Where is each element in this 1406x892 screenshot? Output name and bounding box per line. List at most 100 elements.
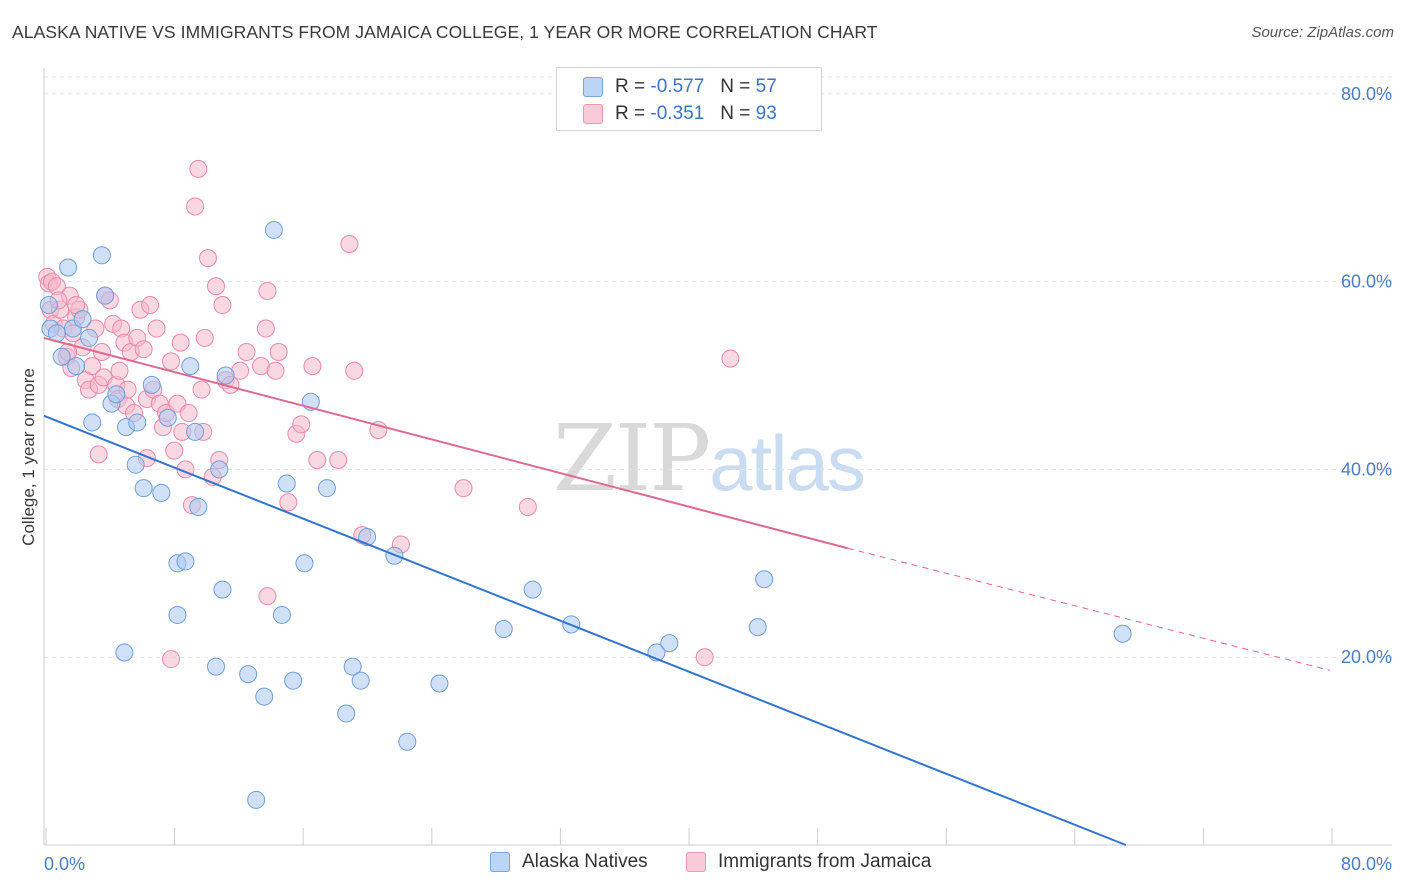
jamaica-point <box>171 333 190 352</box>
alaska-point <box>92 246 111 265</box>
alaska-point <box>52 347 71 366</box>
alaska-point <box>247 790 266 809</box>
alaska-point <box>358 528 377 546</box>
y-tick-label: 40.0% <box>1341 459 1392 479</box>
series-swatch-blue <box>490 852 510 872</box>
y-tick-label: 20.0% <box>1341 647 1392 667</box>
alaska-point <box>494 620 513 639</box>
alaska-point <box>168 605 187 624</box>
jamaica-point <box>340 235 359 254</box>
x-tick-label: 80.0% <box>1341 854 1392 874</box>
alaska-point <box>255 687 274 706</box>
alaska-point <box>343 657 362 676</box>
jamaica-point <box>258 587 277 606</box>
jamaica-point <box>266 361 285 380</box>
jamaica-point <box>147 319 166 338</box>
jamaica-point <box>345 361 364 380</box>
alaska-point <box>216 366 235 385</box>
legend-swatch-blue <box>583 77 603 97</box>
alaska-point <box>337 704 356 723</box>
alaska-point <box>96 286 115 305</box>
alaska-point <box>67 357 86 376</box>
series-legend-jamaica: Immigrants from Jamaica <box>686 851 931 873</box>
axes <box>43 68 1392 846</box>
alaska-point <box>351 671 370 690</box>
jamaica-point <box>134 340 153 359</box>
chart-title: ALASKA NATIVE VS IMMIGRANTS FROM JAMAICA… <box>12 22 878 42</box>
legend-row-alaska: R = -0.577 N = 57 <box>583 75 777 99</box>
series-name-jamaica: Immigrants from Jamaica <box>718 851 932 872</box>
alaska-point <box>39 296 58 315</box>
alaska-trend-line <box>43 414 1127 846</box>
alaska-point <box>142 375 161 394</box>
alaska-point <box>186 422 205 441</box>
alaska-point <box>115 643 134 662</box>
jamaica-point <box>213 296 232 315</box>
jamaica-point <box>279 493 298 512</box>
tick-labels: 20.0% 40.0% 60.0% 80.0% 0.0% 80.0% <box>44 84 1392 874</box>
alaska-point <box>107 385 126 404</box>
jamaica-point <box>192 380 211 399</box>
legend-n-value: 57 <box>755 76 777 97</box>
jamaica-point <box>237 343 256 362</box>
jamaica-point <box>89 445 108 464</box>
jamaica-point <box>256 319 275 338</box>
alaska-point <box>152 483 171 502</box>
jamaica-point <box>161 650 180 669</box>
alaska-point <box>59 258 78 277</box>
alaska-points <box>39 220 1132 809</box>
alaska-point <box>272 605 291 624</box>
jamaica-point <box>189 159 208 178</box>
alaska-point <box>126 455 145 474</box>
alaska-point <box>748 618 767 637</box>
legend-r-label: R = <box>615 76 646 97</box>
legend-r-value: -0.351 <box>650 103 705 124</box>
jamaica-trend-extension <box>847 547 1331 671</box>
alaska-point <box>213 580 232 599</box>
alaska-point <box>80 328 99 347</box>
jamaica-point <box>198 249 217 268</box>
jamaica-point <box>269 343 288 362</box>
x-tick-label: 0.0% <box>44 854 85 874</box>
jamaica-points <box>38 159 740 669</box>
alaska-point <box>207 657 226 676</box>
series-swatch-pink <box>686 852 706 872</box>
alaska-point <box>660 634 679 653</box>
alaska-point <box>239 665 258 684</box>
jamaica-trend-line <box>43 336 849 550</box>
watermark-zip: ZIP <box>553 405 711 512</box>
alaska-point <box>181 357 200 376</box>
legend-swatch-pink <box>583 104 603 124</box>
jamaica-point <box>292 415 311 434</box>
alaska-point <box>277 474 296 493</box>
legend-row-jamaica: R = -0.351 N = 93 <box>583 102 777 126</box>
alaska-point <box>128 413 147 432</box>
jamaica-point <box>92 343 111 362</box>
watermark: ZIPatlas <box>553 405 866 512</box>
jamaica-point <box>141 296 160 315</box>
series-legend-alaska: Alaska Natives <box>490 851 648 873</box>
alaska-point <box>755 570 774 589</box>
alaska-point <box>189 497 208 516</box>
alaska-point <box>523 580 542 599</box>
alaska-point <box>210 460 229 479</box>
jamaica-point <box>518 497 537 516</box>
series-legend: Alaska Natives Immigrants from Jamaica <box>0 851 1406 879</box>
jamaica-point <box>454 479 473 498</box>
alaska-point <box>317 479 336 498</box>
y-tick-label: 80.0% <box>1341 84 1392 104</box>
jamaica-point <box>258 281 277 300</box>
watermark-atlas: atlas <box>709 419 866 507</box>
jamaica-point <box>195 328 214 347</box>
jamaica-point <box>161 352 180 371</box>
jamaica-point <box>721 349 740 368</box>
legend-n-label: N = <box>720 76 751 97</box>
y-axis-title: College, 1 year or more <box>19 368 38 546</box>
alaska-point <box>295 554 314 573</box>
jamaica-point <box>695 648 714 667</box>
jamaica-point <box>329 451 348 469</box>
trend-lines <box>43 336 1331 846</box>
jamaica-point <box>207 277 226 296</box>
series-name-alaska: Alaska Natives <box>522 851 648 872</box>
legend-r-value: -0.577 <box>650 76 705 97</box>
